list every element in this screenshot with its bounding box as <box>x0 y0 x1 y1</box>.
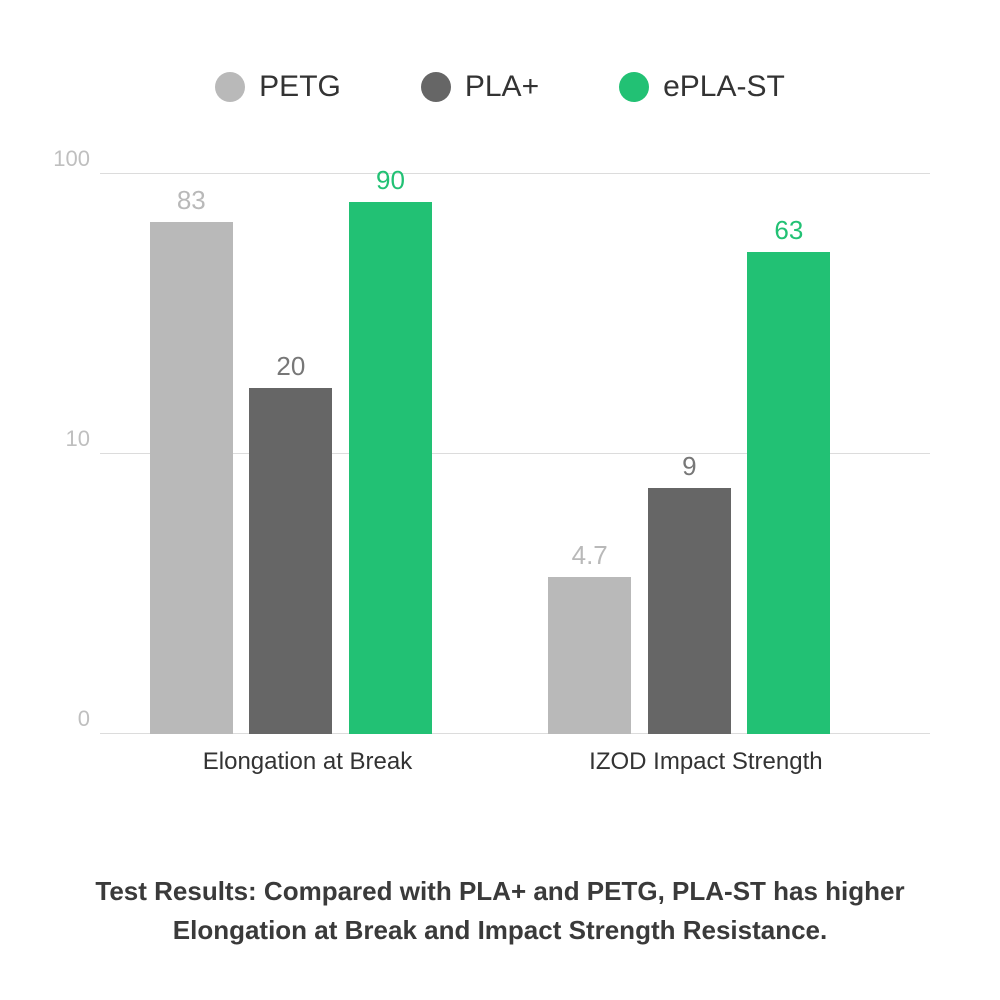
legend-dot-icon <box>215 72 245 102</box>
legend: PETG PLA+ ePLA-ST <box>30 70 970 104</box>
legend-item-pla: PLA+ <box>421 70 539 104</box>
chart: 1001008320904.7963 Elongation at BreakIZ… <box>50 174 950 842</box>
bar-value-label: 4.7 <box>572 540 608 571</box>
legend-item-eplast: ePLA-ST <box>619 70 785 104</box>
legend-label: PETG <box>259 70 341 104</box>
bar-value-label: 9 <box>682 451 696 482</box>
legend-dot-icon <box>421 72 451 102</box>
plot-area: 1001008320904.7963 <box>100 174 930 734</box>
x-category-label: IZOD Impact Strength <box>589 748 822 776</box>
bar-pla: 20 <box>249 388 332 734</box>
bar-eplast: 90 <box>349 202 432 734</box>
bar-value-label: 90 <box>376 165 405 196</box>
gridline <box>100 173 930 174</box>
legend-dot-icon <box>619 72 649 102</box>
legend-label: PLA+ <box>465 70 539 104</box>
y-tick-label: 100 <box>53 146 90 172</box>
legend-item-petg: PETG <box>215 70 341 104</box>
y-tick-label: 0 <box>78 706 90 732</box>
caption: Test Results: Compared with PLA+ and PET… <box>30 842 970 960</box>
bar-petg: 83 <box>150 222 233 734</box>
y-tick-label: 10 <box>66 426 90 452</box>
x-category-label: Elongation at Break <box>203 748 412 776</box>
legend-label: ePLA-ST <box>663 70 785 104</box>
bar-eplast: 63 <box>747 252 830 734</box>
bar-value-label: 20 <box>276 351 305 382</box>
bar-value-label: 63 <box>774 215 803 246</box>
bar-pla: 9 <box>648 488 731 734</box>
bar-petg: 4.7 <box>548 577 631 734</box>
x-axis-labels: Elongation at Break IZOD Impact Strength <box>100 734 930 784</box>
bar-value-label: 83 <box>177 185 206 216</box>
chart-container: PETG PLA+ ePLA-ST 1001008320904.7963 Elo… <box>0 0 1000 1000</box>
